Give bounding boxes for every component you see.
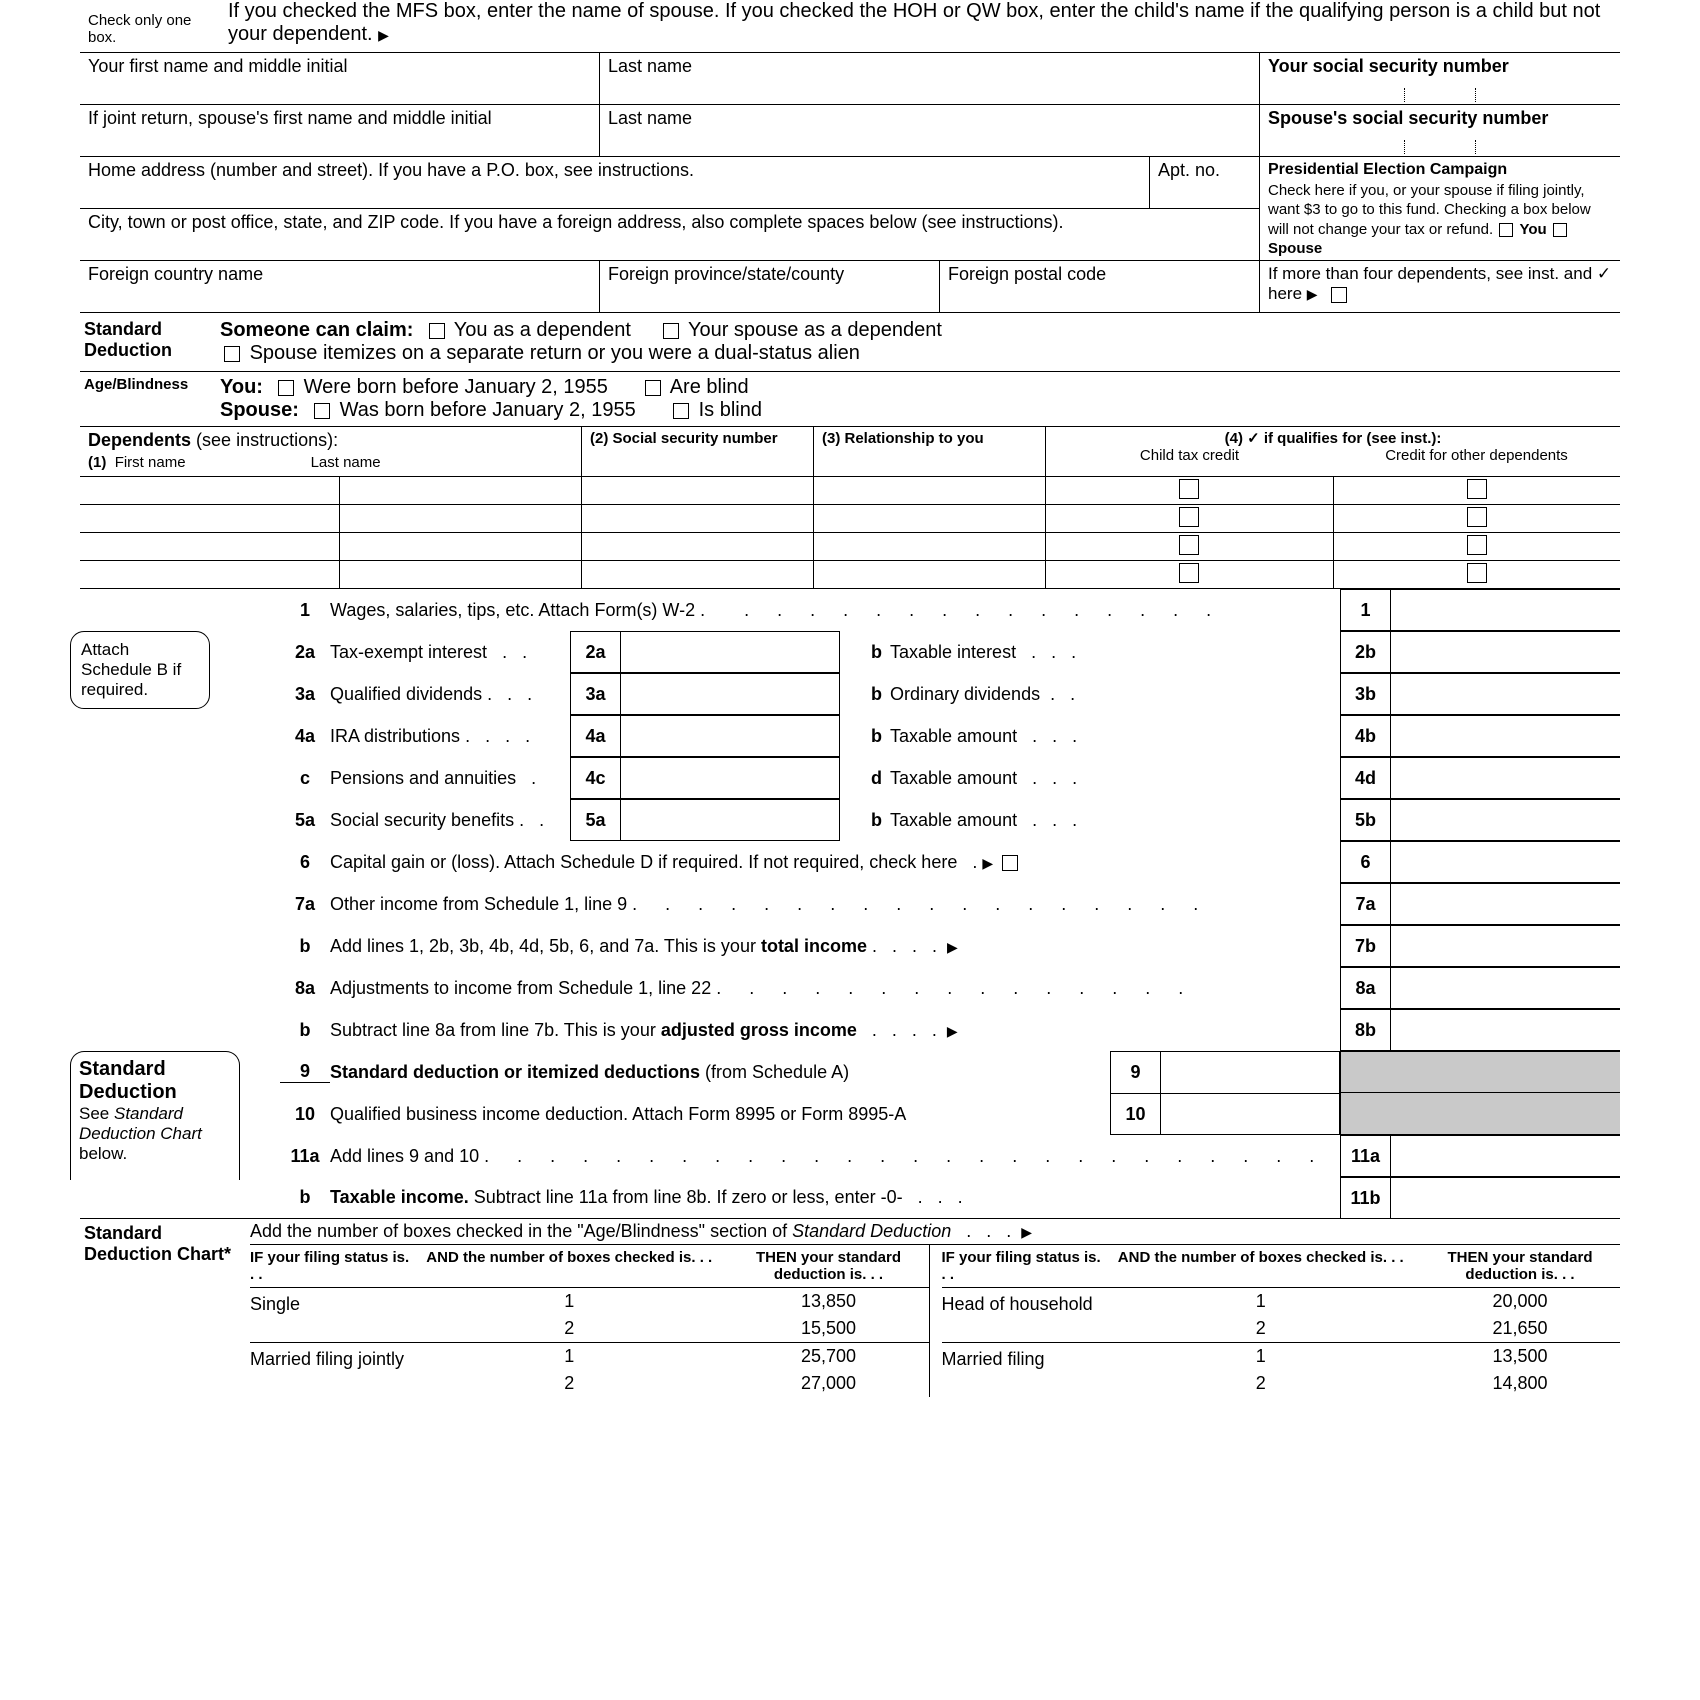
line-7b-amount[interactable] bbox=[1390, 925, 1620, 967]
filing-status-instruction: If you checked the MFS box, enter the na… bbox=[220, 0, 1620, 52]
filing-status-checkonly: Check only one box. bbox=[80, 10, 220, 52]
line-11b-amount[interactable] bbox=[1390, 1177, 1620, 1218]
pec-spouse-checkbox[interactable] bbox=[1553, 223, 1567, 237]
dep-first-name[interactable] bbox=[80, 505, 340, 533]
line-11a-amount[interactable] bbox=[1390, 1135, 1620, 1177]
spouse-last-name-field[interactable]: Last name bbox=[600, 105, 1260, 156]
line-5b-amount[interactable] bbox=[1390, 799, 1620, 841]
line-1-amount[interactable] bbox=[1390, 589, 1620, 631]
dep-other-checkbox[interactable] bbox=[1467, 563, 1487, 583]
line-9-amount[interactable] bbox=[1160, 1051, 1340, 1093]
you-dependent-checkbox[interactable] bbox=[429, 323, 445, 339]
dep-other-checkbox[interactable] bbox=[1467, 507, 1487, 527]
dep-relationship[interactable] bbox=[814, 533, 1046, 561]
dep-first-name[interactable] bbox=[80, 477, 340, 505]
line-6-checkbox[interactable] bbox=[1002, 855, 1018, 871]
dep-last-name[interactable] bbox=[340, 505, 582, 533]
dep-other-checkbox[interactable] bbox=[1467, 535, 1487, 555]
pec-you-checkbox[interactable] bbox=[1499, 223, 1513, 237]
dep-relationship[interactable] bbox=[814, 561, 1046, 589]
line-3b-amount[interactable] bbox=[1390, 673, 1620, 715]
dep-relationship[interactable] bbox=[814, 477, 1046, 505]
more-dependents-checkbox[interactable] bbox=[1331, 287, 1347, 303]
line-10-amount[interactable] bbox=[1160, 1093, 1340, 1135]
city-field[interactable]: City, town or post office, state, and ZI… bbox=[80, 209, 1260, 260]
dep-other-checkbox[interactable] bbox=[1467, 479, 1487, 499]
foreign-postal-field[interactable]: Foreign postal code bbox=[940, 261, 1260, 312]
address-field[interactable]: Home address (number and street). If you… bbox=[80, 157, 1150, 208]
first-name-field[interactable]: Your first name and middle initial bbox=[80, 53, 600, 104]
spouse-ssn-field[interactable]: Spouse's social security number bbox=[1260, 105, 1620, 156]
line-3a-amount[interactable] bbox=[620, 673, 840, 715]
spouse-first-name-field[interactable]: If joint return, spouse's first name and… bbox=[80, 105, 600, 156]
you-blind-checkbox[interactable] bbox=[645, 380, 661, 396]
dep-last-name[interactable] bbox=[340, 533, 582, 561]
std-deduction-side-note: Standard Deduction See Standard Deductio… bbox=[70, 1051, 240, 1180]
dep-ctc-checkbox[interactable] bbox=[1179, 535, 1199, 555]
dep-ssn-header: (2) Social security number bbox=[582, 427, 814, 477]
line-4b-amount[interactable] bbox=[1390, 715, 1620, 757]
dep-first-name[interactable] bbox=[80, 561, 340, 589]
dep-relationship[interactable] bbox=[814, 505, 1046, 533]
dep-rel-header: (3) Relationship to you bbox=[814, 427, 1046, 477]
attach-schedule-b-note: Attach Schedule B if required. bbox=[70, 631, 210, 709]
spouse-itemizes-checkbox[interactable] bbox=[224, 346, 240, 362]
line-4c-amount[interactable] bbox=[620, 757, 840, 799]
pec-box: Presidential Election Campaign Check her… bbox=[1260, 157, 1620, 261]
age-blindness-label: Age/Blindness bbox=[80, 376, 220, 422]
foreign-country-field[interactable]: Foreign country name bbox=[80, 261, 600, 312]
dep-ssn[interactable] bbox=[582, 533, 814, 561]
dep-ssn[interactable] bbox=[582, 561, 814, 589]
line-7a-amount[interactable] bbox=[1390, 883, 1620, 925]
line-9-shaded bbox=[1340, 1051, 1620, 1093]
line-2b-amount[interactable] bbox=[1390, 631, 1620, 673]
ssn-field[interactable]: Your social security number bbox=[1260, 53, 1620, 104]
foreign-province-field[interactable]: Foreign province/state/county bbox=[600, 261, 940, 312]
spouse-blind-checkbox[interactable] bbox=[673, 403, 689, 419]
dep-ssn[interactable] bbox=[582, 477, 814, 505]
more-dependents-note: If more than four dependents, see inst. … bbox=[1260, 261, 1620, 312]
line-4a-amount[interactable] bbox=[620, 715, 840, 757]
dep-ctc-checkbox[interactable] bbox=[1179, 563, 1199, 583]
line-8a-amount[interactable] bbox=[1390, 967, 1620, 1009]
line-4d-amount[interactable] bbox=[1390, 757, 1620, 799]
apt-field[interactable]: Apt. no. bbox=[1150, 157, 1260, 208]
dep-last-name[interactable] bbox=[340, 561, 582, 589]
dep-first-name[interactable] bbox=[80, 533, 340, 561]
chart-title: Standard Deduction Chart* bbox=[80, 1219, 250, 1397]
line-8b-amount[interactable] bbox=[1390, 1009, 1620, 1051]
line-10-shaded bbox=[1340, 1093, 1620, 1135]
line-5a-amount[interactable] bbox=[620, 799, 840, 841]
dep-ctc-checkbox[interactable] bbox=[1179, 507, 1199, 527]
spouse-dependent-checkbox[interactable] bbox=[663, 323, 679, 339]
std-deduction-label: Standard Deduction bbox=[80, 319, 220, 365]
spouse-born-checkbox[interactable] bbox=[314, 403, 330, 419]
line-2a-amount[interactable] bbox=[620, 631, 840, 673]
you-born-checkbox[interactable] bbox=[278, 380, 294, 396]
dep-ssn[interactable] bbox=[582, 505, 814, 533]
last-name-field[interactable]: Last name bbox=[600, 53, 1260, 104]
line-6-amount[interactable] bbox=[1390, 841, 1620, 883]
dep-last-name[interactable] bbox=[340, 477, 582, 505]
dep-ctc-checkbox[interactable] bbox=[1179, 479, 1199, 499]
